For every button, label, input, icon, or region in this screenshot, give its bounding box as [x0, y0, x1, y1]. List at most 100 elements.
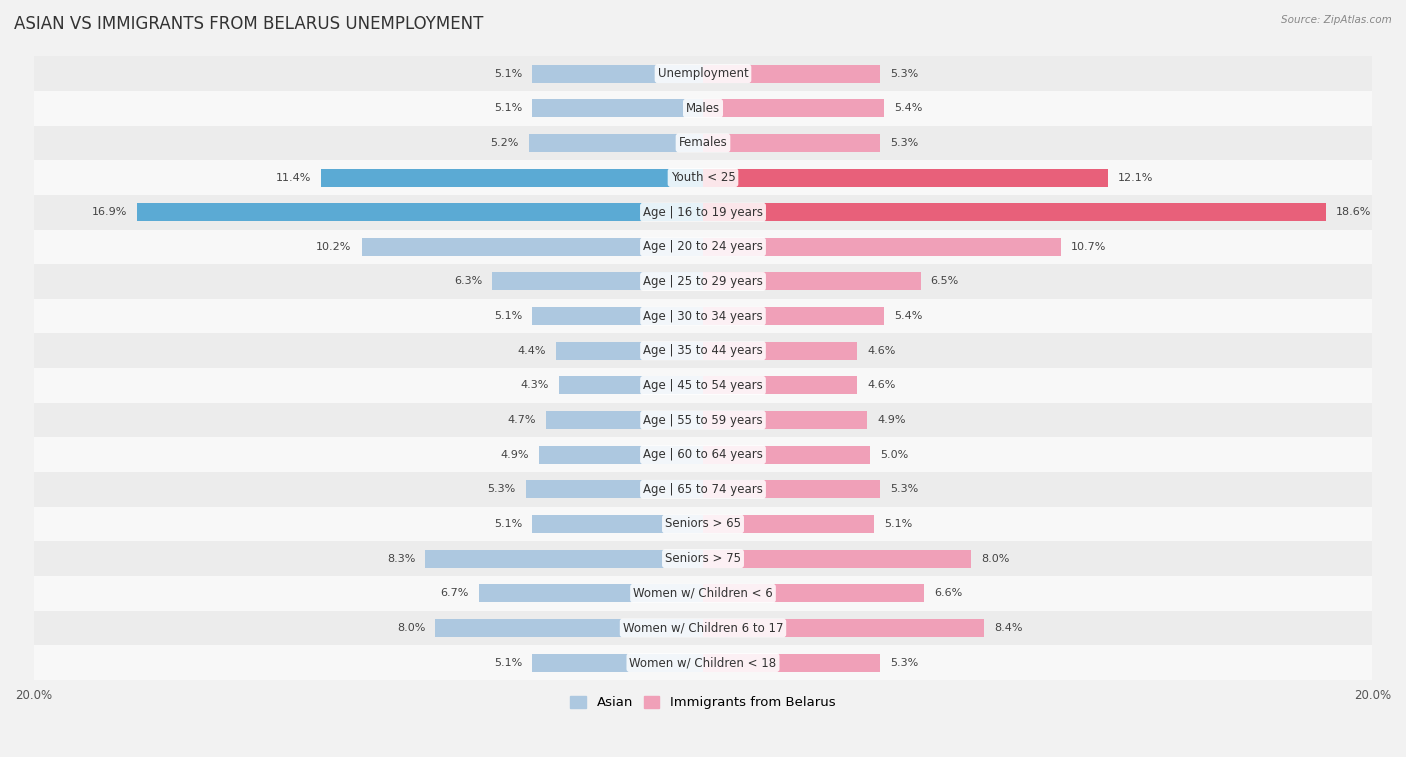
Bar	[436, 619, 703, 637]
Text: 5.4%: 5.4%	[894, 103, 922, 114]
Bar	[703, 515, 873, 533]
Bar	[529, 134, 703, 152]
Bar	[34, 541, 1372, 576]
Bar	[703, 446, 870, 464]
Bar	[34, 56, 1372, 91]
Text: 5.4%: 5.4%	[894, 311, 922, 321]
Text: Age | 60 to 64 years: Age | 60 to 64 years	[643, 448, 763, 461]
Text: 6.7%: 6.7%	[440, 588, 468, 598]
Text: 8.4%: 8.4%	[994, 623, 1022, 633]
Legend: Asian, Immigrants from Belarus: Asian, Immigrants from Belarus	[565, 690, 841, 715]
Text: 5.1%: 5.1%	[494, 658, 522, 668]
Text: 4.6%: 4.6%	[868, 381, 896, 391]
Text: Youth < 25: Youth < 25	[671, 171, 735, 184]
Bar	[703, 619, 984, 637]
Text: 16.9%: 16.9%	[91, 207, 128, 217]
Text: Age | 16 to 19 years: Age | 16 to 19 years	[643, 206, 763, 219]
Text: Seniors > 75: Seniors > 75	[665, 552, 741, 565]
Text: 5.1%: 5.1%	[494, 103, 522, 114]
Bar	[34, 333, 1372, 368]
Bar	[34, 91, 1372, 126]
Text: Women w/ Children < 18: Women w/ Children < 18	[630, 656, 776, 669]
Bar	[538, 446, 703, 464]
Text: ASIAN VS IMMIGRANTS FROM BELARUS UNEMPLOYMENT: ASIAN VS IMMIGRANTS FROM BELARUS UNEMPLO…	[14, 15, 484, 33]
Text: Unemployment: Unemployment	[658, 67, 748, 80]
Bar	[34, 472, 1372, 506]
Bar	[34, 576, 1372, 611]
Bar	[34, 195, 1372, 229]
Bar	[526, 481, 703, 498]
Text: 12.1%: 12.1%	[1118, 173, 1153, 182]
Text: 4.9%: 4.9%	[877, 415, 905, 425]
Text: 4.7%: 4.7%	[508, 415, 536, 425]
Bar	[533, 64, 703, 83]
Text: 10.2%: 10.2%	[316, 241, 352, 252]
Text: Women w/ Children 6 to 17: Women w/ Children 6 to 17	[623, 621, 783, 634]
Text: 4.3%: 4.3%	[520, 381, 548, 391]
Text: 5.3%: 5.3%	[890, 138, 918, 148]
Text: Age | 55 to 59 years: Age | 55 to 59 years	[643, 413, 763, 426]
Text: 4.4%: 4.4%	[517, 346, 546, 356]
Bar	[34, 126, 1372, 160]
Bar	[425, 550, 703, 568]
Text: Females: Females	[679, 136, 727, 149]
Bar	[34, 506, 1372, 541]
Text: 5.1%: 5.1%	[494, 519, 522, 529]
Bar	[492, 273, 703, 291]
Bar	[34, 645, 1372, 680]
Bar	[138, 203, 703, 221]
Bar	[703, 203, 1326, 221]
Bar	[533, 99, 703, 117]
Text: 8.3%: 8.3%	[387, 553, 415, 564]
Text: Males: Males	[686, 101, 720, 115]
Bar	[34, 229, 1372, 264]
Text: 4.6%: 4.6%	[868, 346, 896, 356]
Bar	[533, 515, 703, 533]
Bar	[703, 584, 924, 603]
Bar	[703, 481, 880, 498]
Bar	[533, 653, 703, 671]
Bar	[34, 611, 1372, 645]
Text: 11.4%: 11.4%	[276, 173, 311, 182]
Bar	[703, 307, 884, 326]
Text: 6.3%: 6.3%	[454, 276, 482, 286]
Bar	[361, 238, 703, 256]
Text: 10.7%: 10.7%	[1071, 241, 1107, 252]
Text: 4.9%: 4.9%	[501, 450, 529, 459]
Bar	[34, 160, 1372, 195]
Text: 18.6%: 18.6%	[1336, 207, 1371, 217]
Text: 5.1%: 5.1%	[494, 69, 522, 79]
Text: 5.3%: 5.3%	[890, 484, 918, 494]
Text: Women w/ Children < 6: Women w/ Children < 6	[633, 587, 773, 600]
Text: Age | 20 to 24 years: Age | 20 to 24 years	[643, 241, 763, 254]
Bar	[703, 341, 858, 360]
Bar	[34, 264, 1372, 299]
Text: Age | 35 to 44 years: Age | 35 to 44 years	[643, 344, 763, 357]
Text: Age | 25 to 29 years: Age | 25 to 29 years	[643, 275, 763, 288]
Text: 5.1%: 5.1%	[884, 519, 912, 529]
Bar	[703, 238, 1062, 256]
Text: 8.0%: 8.0%	[981, 553, 1010, 564]
Text: Age | 30 to 34 years: Age | 30 to 34 years	[643, 310, 763, 322]
Bar	[703, 273, 921, 291]
Text: 5.3%: 5.3%	[488, 484, 516, 494]
Text: Source: ZipAtlas.com: Source: ZipAtlas.com	[1281, 15, 1392, 25]
Text: 5.1%: 5.1%	[494, 311, 522, 321]
Bar	[703, 64, 880, 83]
Bar	[546, 411, 703, 429]
Bar	[34, 403, 1372, 438]
Bar	[703, 653, 880, 671]
Text: 8.0%: 8.0%	[396, 623, 425, 633]
Text: 5.3%: 5.3%	[890, 69, 918, 79]
Bar	[560, 376, 703, 394]
Text: 5.2%: 5.2%	[491, 138, 519, 148]
Text: Age | 65 to 74 years: Age | 65 to 74 years	[643, 483, 763, 496]
Bar	[533, 307, 703, 326]
Bar	[478, 584, 703, 603]
Bar	[34, 299, 1372, 333]
Text: 6.5%: 6.5%	[931, 276, 959, 286]
Bar	[34, 438, 1372, 472]
Text: 6.6%: 6.6%	[934, 588, 962, 598]
Bar	[703, 169, 1108, 186]
Bar	[322, 169, 703, 186]
